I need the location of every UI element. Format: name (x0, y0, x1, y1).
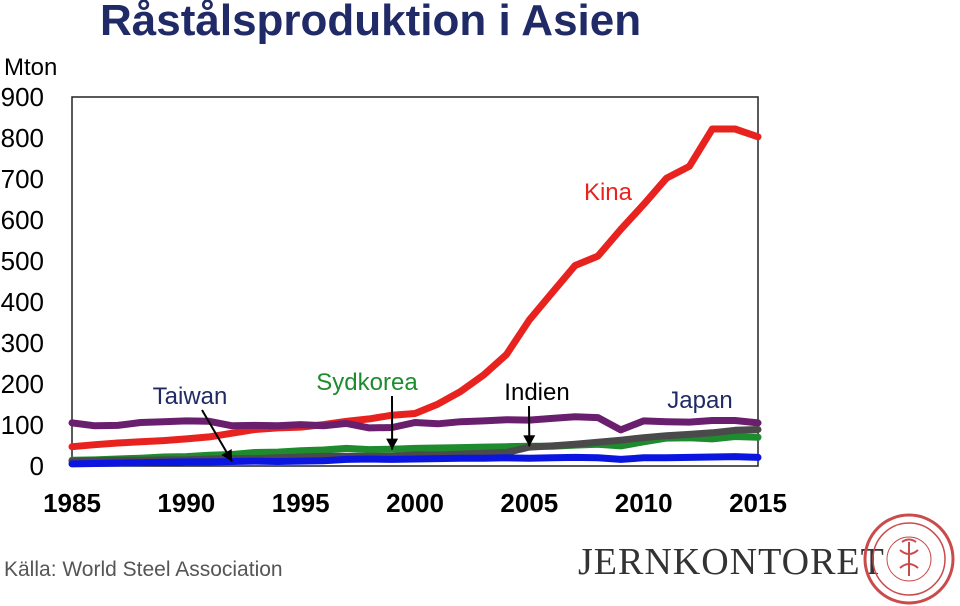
seal-logo-icon (863, 513, 955, 605)
series-line-japan (68, 413, 762, 434)
annotation-label-sydkorea: Sydkorea (316, 369, 418, 396)
source-note: Källa: World Steel Association (4, 558, 283, 581)
x-tick-label: 1995 (272, 488, 330, 518)
y-tick-label: 700 (1, 164, 44, 194)
x-tick-label: 2015 (729, 488, 787, 518)
y-axis-unit-label: Mton (4, 54, 58, 81)
annotation-label-kina: Kina (584, 179, 633, 206)
y-tick-label: 800 (1, 123, 44, 153)
annotation-arrowhead-taiwan (221, 448, 233, 462)
jernkontoret-logo: JERNKONTORET (578, 541, 885, 583)
y-tick-label: 300 (1, 328, 44, 358)
y-tick-label: 900 (1, 82, 44, 112)
series-line-kina (68, 125, 762, 451)
annotation-arrowhead-indien (523, 435, 536, 447)
y-tick-label: 400 (1, 287, 44, 317)
x-tick-label: 2000 (386, 488, 444, 518)
x-tick-label: 1990 (157, 488, 215, 518)
series-line-taiwan (68, 453, 762, 468)
x-tick-label: 2010 (615, 488, 673, 518)
annotation-arrowhead-sydkorea (386, 438, 399, 450)
y-tick-label: 600 (1, 205, 44, 235)
plot-area-frame (71, 96, 759, 467)
x-tick-label: 2005 (500, 488, 558, 518)
chart-title: Råstålsproduktion i Asien (100, 0, 642, 45)
annotation-label-japan: Japan (667, 387, 732, 414)
annotation-label-indien: Indien (504, 379, 569, 406)
annotation-label-taiwan: Taiwan (153, 383, 228, 410)
y-tick-label: 500 (1, 246, 44, 276)
y-tick-label: 0 (30, 451, 44, 481)
y-tick-label: 100 (1, 410, 44, 440)
x-tick-label: 1985 (43, 488, 101, 518)
y-tick-label: 200 (1, 369, 44, 399)
